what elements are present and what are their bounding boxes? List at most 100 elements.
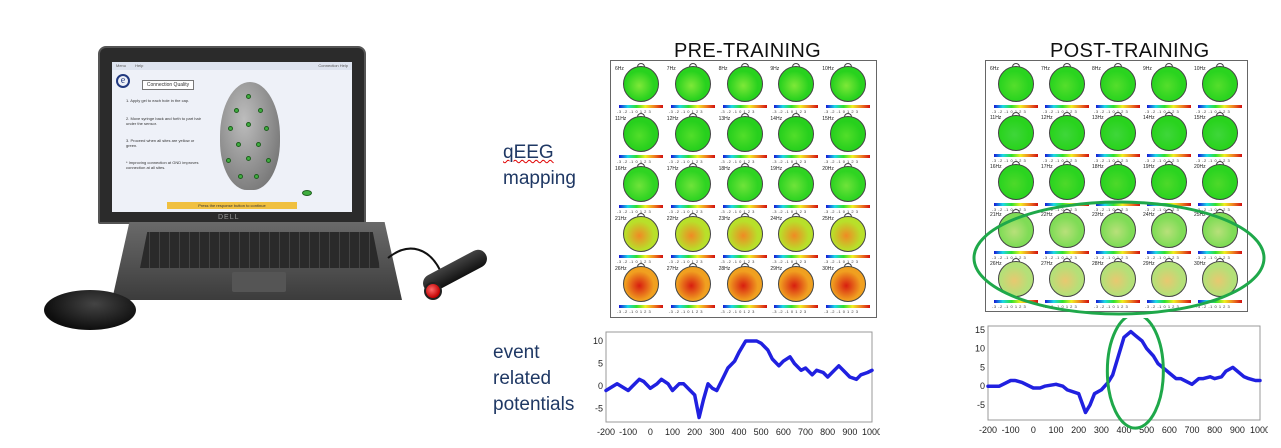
topomap-nose xyxy=(1216,160,1224,166)
topomap-head xyxy=(778,166,815,202)
topomap-cell: 21Hz -3 -2 -1 0 1 2 3 xyxy=(615,213,667,266)
topomap-cell: 20Hz -3 -2 -1 0 1 2 3 xyxy=(1194,160,1246,214)
post-training-title: POST-TRAINING xyxy=(1050,40,1210,62)
topomap-cell: 15Hz -3 -2 -1 0 1 2 3 xyxy=(822,113,874,166)
topomap-colorbar-ticks: -3 -2 -1 0 1 2 3 xyxy=(772,259,807,264)
topomap-cell: 9Hz -3 -2 -1 0 1 2 3 xyxy=(770,63,822,116)
topomap-frequency-label: 26Hz xyxy=(615,266,627,272)
topomap-colorbar-ticks: -3 -2 -1 0 1 2 3 xyxy=(668,109,704,114)
erp-x-tick-label: 0 xyxy=(1031,425,1036,435)
topomap-colorbar-ticks: -3 -2 -1 0 1 2 3 xyxy=(720,159,755,164)
screen-help-label[interactable]: Help xyxy=(135,63,144,68)
eeg-amplifier-device xyxy=(44,290,136,330)
erp-x-tick-label: 400 xyxy=(731,427,746,437)
erp-x-tick-label: 200 xyxy=(687,427,702,437)
topomap-head xyxy=(830,166,867,202)
topomap-head xyxy=(1100,261,1136,298)
topomap-colorbar xyxy=(1198,105,1242,108)
topomap-colorbar xyxy=(774,305,819,308)
topomap-cell: 23Hz -3 -2 -1 0 1 2 3 xyxy=(1092,209,1144,262)
topomap-colorbar xyxy=(619,205,663,208)
topomap-nose xyxy=(1063,63,1071,68)
topomap-colorbar-ticks: -3 -2 -1 0 1 2 3 xyxy=(1196,109,1231,114)
topomap-frequency-label: 11Hz xyxy=(990,114,1002,121)
erp-x-tick-label: 700 xyxy=(1184,425,1199,435)
qeeg-label-line1: qEEG xyxy=(503,142,554,163)
topomap-cell: 26Hz -3 -2 -1 0 1 2 3 xyxy=(990,258,1042,311)
topomap-frequency-label: 24Hz xyxy=(1143,212,1155,219)
topomap-nose xyxy=(1063,258,1071,264)
topomap-frequency-label: 25Hz xyxy=(1194,212,1206,219)
topomap-head xyxy=(830,266,867,302)
topomap-colorbar-ticks: -3 -2 -1 0 1 2 3 xyxy=(1145,157,1180,163)
topomap-cell: 6Hz -3 -2 -1 0 1 2 3 xyxy=(990,63,1042,116)
topomap-frequency-label: 9Hz xyxy=(1143,66,1152,72)
topomap-frequency-label: 19Hz xyxy=(770,166,783,172)
topomap-colorbar xyxy=(670,255,715,258)
topomap-head xyxy=(778,216,815,252)
topomap-cell: 24Hz -3 -2 -1 0 1 2 3 xyxy=(1143,209,1195,262)
topomap-colorbar-ticks: -3 -2 -1 0 1 2 3 xyxy=(1094,206,1129,212)
topomap-cell: 11Hz -3 -2 -1 0 1 2 3 xyxy=(615,113,667,166)
topomap-cell: 27Hz -3 -2 -1 0 1 2 3 xyxy=(1041,258,1093,311)
topomap-frequency-label: 21Hz xyxy=(990,212,1002,219)
laptop-touchpad xyxy=(232,272,286,292)
usb-cable xyxy=(387,247,441,271)
topomap-colorbar xyxy=(1198,251,1242,255)
topomap-colorbar-ticks: -3 -2 -1 0 1 2 3 xyxy=(824,259,859,264)
topomap-frequency-label: 22Hz xyxy=(666,216,679,222)
topomap-colorbar-ticks: -3 -2 -1 0 1 2 3 xyxy=(1043,109,1078,114)
topomap-nose xyxy=(688,163,697,168)
topomap-nose xyxy=(688,113,697,118)
erp-x-tick-label: 600 xyxy=(776,427,791,437)
topomap-head xyxy=(674,216,711,252)
sensor-dot xyxy=(228,126,233,131)
topomap-nose xyxy=(1165,209,1173,215)
topomap-colorbar-ticks: -3 -2 -1 0 1 2 3 xyxy=(668,209,704,214)
erp-x-tick-label: 900 xyxy=(842,427,857,437)
screen-menu-label[interactable]: Menu xyxy=(116,63,127,68)
topomap-frequency-label: 27Hz xyxy=(666,266,679,272)
qeeg-label-line2: mapping xyxy=(503,168,576,189)
continue-bar[interactable]: Press the response button to continue xyxy=(167,202,297,209)
topomap-nose xyxy=(1063,111,1071,117)
topomap-cell: 8Hz -3 -2 -1 0 1 2 3 xyxy=(1092,63,1144,116)
topomap-cell: 18Hz -3 -2 -1 0 1 2 3 xyxy=(1092,160,1144,214)
topomap-colorbar xyxy=(722,205,767,208)
topomap-colorbar-ticks: -3 -2 -1 0 1 2 3 xyxy=(992,109,1027,114)
topomap-colorbar xyxy=(1096,153,1140,157)
erp-y-tick-label: 10 xyxy=(593,336,603,346)
topomap-colorbar xyxy=(774,255,819,258)
topomap-head xyxy=(674,66,711,102)
topomap-head xyxy=(623,66,659,102)
topomap-head xyxy=(998,114,1034,151)
topomap-colorbar-ticks: -3 -2 -1 0 1 2 3 xyxy=(824,109,859,114)
sensor-dot xyxy=(254,174,259,179)
laptop-screen-frame: Menu Help Connection Help e Connection Q… xyxy=(98,46,366,224)
erp-x-tick-label: 700 xyxy=(798,427,813,437)
gnd-sensor-dot xyxy=(302,190,312,196)
topomap-colorbar xyxy=(1147,300,1191,304)
screen-topbar: Menu Help Connection Help xyxy=(112,62,352,70)
erp-x-tick-label: 800 xyxy=(820,427,835,437)
topomap-colorbar xyxy=(826,105,871,108)
topomap-head xyxy=(623,166,659,202)
topomap-frequency-label: 13Hz xyxy=(1092,114,1104,121)
topomap-colorbar xyxy=(1147,153,1191,157)
topomap-cell: 26Hz -3 -2 -1 0 1 2 3 xyxy=(615,263,667,316)
topomap-head xyxy=(1049,114,1085,151)
sensor-dot xyxy=(234,108,239,113)
topomap-cell: 24Hz -3 -2 -1 0 1 2 3 xyxy=(770,213,822,266)
sensor-dot xyxy=(226,158,231,163)
connection-quality-button[interactable]: Connection Quality xyxy=(142,80,194,90)
erp-y-tick-label: -5 xyxy=(977,400,985,410)
topomap-nose xyxy=(1114,63,1122,68)
screen-connection-help-label[interactable]: Connection Help xyxy=(318,63,348,68)
sensor-dot xyxy=(238,174,243,179)
topomap-nose xyxy=(740,113,749,118)
topomap-colorbar xyxy=(670,155,715,158)
topomap-colorbar xyxy=(1045,300,1089,304)
topomap-cell: 7Hz -3 -2 -1 0 1 2 3 xyxy=(667,63,719,116)
topomap-head xyxy=(1151,212,1187,249)
topomap-colorbar xyxy=(1198,153,1242,157)
